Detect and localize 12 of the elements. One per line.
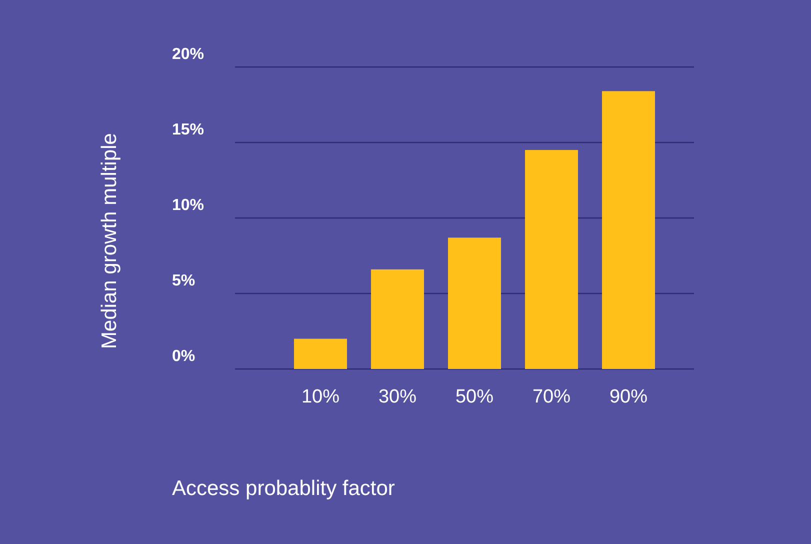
x-axis-title: Access probablity factor bbox=[172, 477, 395, 501]
x-tick-label: 90% bbox=[609, 386, 648, 408]
y-tick-label: 5% bbox=[172, 272, 196, 290]
y-axis-title: Median growth multiple bbox=[98, 133, 122, 349]
y-tick-label: 20% bbox=[172, 46, 204, 63]
y-tick-label: 10% bbox=[172, 197, 204, 214]
x-tick-label: 50% bbox=[455, 386, 494, 408]
x-tick-label: 10% bbox=[301, 386, 340, 408]
x-tick-label: 70% bbox=[532, 386, 571, 408]
y-tick-label: 15% bbox=[172, 122, 204, 138]
x-tick-label: 30% bbox=[378, 386, 417, 408]
y-tick-label: 0% bbox=[172, 348, 196, 365]
